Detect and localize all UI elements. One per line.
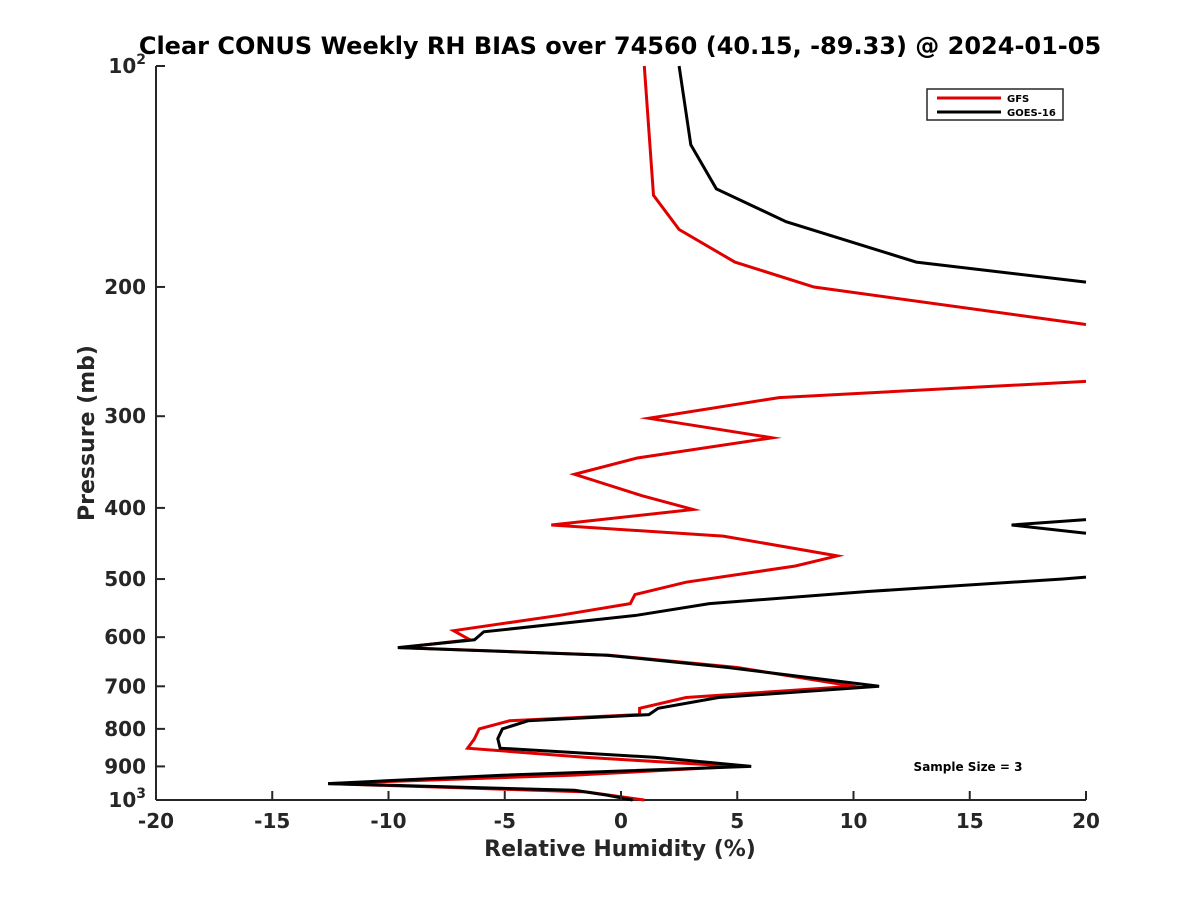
legend-box [926, 88, 1064, 121]
y-tick-label: 500 [104, 567, 146, 591]
x-ticks: -20 -15 -10 -5 0 5 10 15 20 [138, 791, 1100, 833]
x-tick-label: -5 [494, 809, 516, 833]
y-tick-label: 300 [104, 404, 146, 428]
chart-title: Clear CONUS Weekly RH BIAS over 74560 (4… [139, 32, 1101, 60]
x-tick-label: 5 [730, 809, 744, 833]
series-layer [328, 65, 1087, 802]
y-tick-label: 600 [104, 625, 146, 649]
sample-size-annotation: Sample Size = 3 [914, 760, 1023, 774]
x-tick-label: -15 [254, 809, 290, 833]
x-tick-label: 10 [840, 809, 868, 833]
series-line-gfs [328, 65, 1087, 802]
y-ticks: 102 200 300 400 500 600 700 800 900 103 [104, 52, 165, 812]
legend-label: GOES-16 [1007, 108, 1056, 119]
y-tick-label: 800 [104, 717, 146, 741]
series-line-goes-16 [328, 65, 1087, 802]
y-axis-label: Pressure (mb) [75, 345, 100, 521]
y-tick-label: 102 [108, 52, 146, 78]
legend-label: GFS [1007, 94, 1029, 105]
plot-area: -20 -15 -10 -5 0 5 10 15 20 102 200 300 400 500 600 70… [104, 52, 1100, 833]
x-axis-label: Relative Humidity (%) [484, 837, 756, 862]
y-tick-label: 700 [104, 674, 146, 698]
legend: GFS GOES-16 [926, 88, 1064, 121]
x-tick-label: 0 [614, 809, 628, 833]
y-tick-label: 900 [104, 754, 146, 778]
x-tick-label: 20 [1072, 809, 1100, 833]
x-tick-label: 15 [956, 809, 984, 833]
y-tick-label: 103 [108, 786, 146, 812]
x-tick-label: -10 [370, 809, 406, 833]
y-tick-label: 200 [104, 275, 146, 299]
x-tick-label: -20 [138, 809, 174, 833]
y-tick-label: 400 [104, 496, 146, 520]
